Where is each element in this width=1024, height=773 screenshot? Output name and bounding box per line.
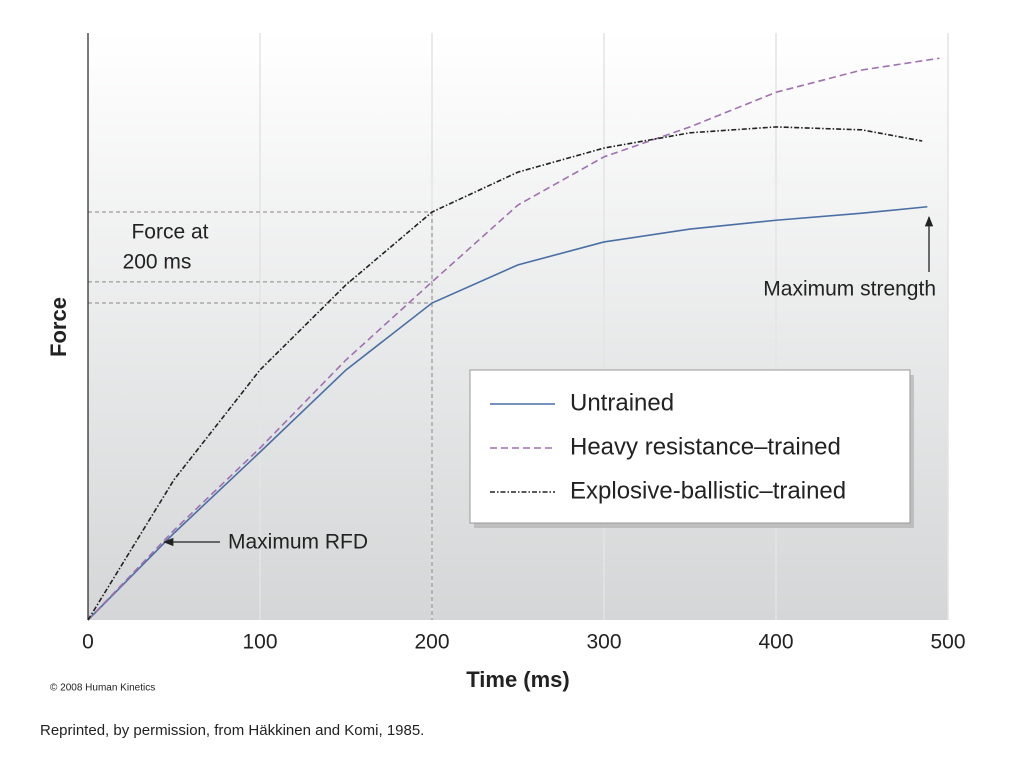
plot-area: [88, 33, 948, 620]
x-tick-label: 100: [242, 631, 277, 654]
legend: [469, 369, 911, 524]
series-line: [87, 126, 923, 621]
series-line: [87, 57, 940, 621]
caption: Reprinted, by permission, from Häkkinen …: [40, 722, 424, 739]
series-line: [87, 205, 928, 621]
annotation: Maximum RFD: [228, 531, 368, 554]
x-tick-label: 400: [758, 631, 793, 654]
annotation: Maximum strength: [763, 278, 936, 301]
x-axis-label: Time (ms): [466, 667, 570, 692]
y-axis-label: Force: [46, 297, 71, 357]
copyright: © 2008 Human Kinetics: [50, 683, 155, 694]
x-tick-label: 500: [930, 631, 965, 654]
x-tick-label: 300: [586, 631, 621, 654]
x-tick-label: 0: [82, 631, 94, 654]
legend-label: Explosive-ballistic–trained: [570, 477, 846, 504]
legend-label: Heavy resistance–trained: [570, 433, 841, 460]
legend-label: Untrained: [570, 389, 674, 416]
x-tick-label: 200: [414, 631, 449, 654]
annotation: 200 ms: [123, 251, 192, 274]
annotation: Force at: [131, 221, 208, 244]
